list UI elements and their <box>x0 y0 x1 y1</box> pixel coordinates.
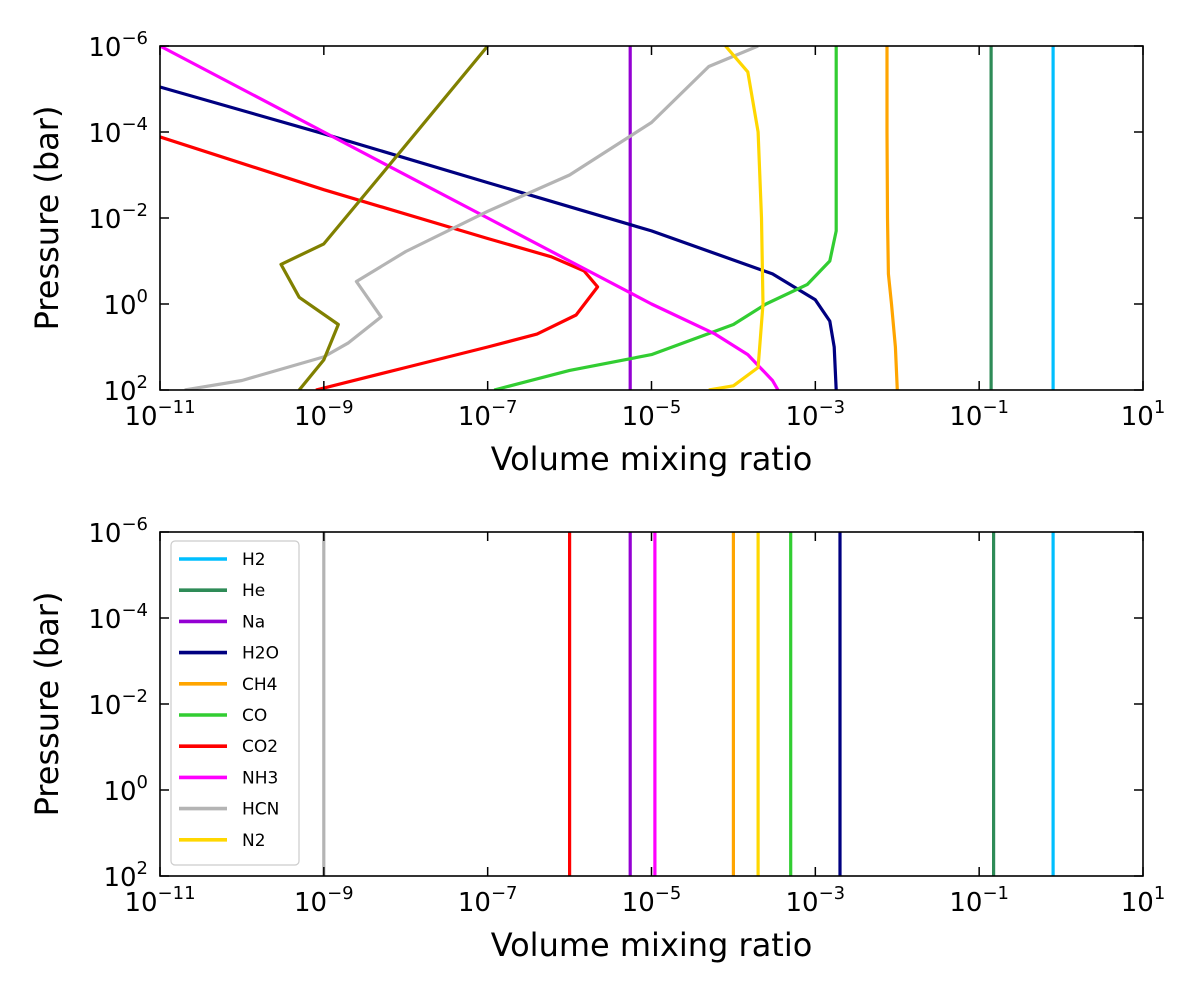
y-tick-label: 100 <box>103 286 148 321</box>
x-tick-label: 10−11 <box>124 883 195 918</box>
x-tick-label: 10−9 <box>294 397 354 432</box>
series-line-n2 <box>708 46 765 390</box>
x-tick-label: 10−3 <box>786 883 846 918</box>
y-tick-label: 102 <box>103 372 148 407</box>
legend-label-h2: H2 <box>242 550 266 570</box>
axes-frame <box>159 531 1144 877</box>
series-line-unlabeled <box>279 46 489 390</box>
legend-label-hcn: HCN <box>242 800 279 820</box>
legend-label-ch4: CH4 <box>242 675 277 695</box>
series-line-ch4 <box>885 46 899 390</box>
legend-label-h2o: H2O <box>242 644 279 664</box>
y-axis-label: Pressure (bar) <box>28 592 66 817</box>
x-tick-label: 10−7 <box>458 883 518 918</box>
x-tick-label: 10−5 <box>622 883 682 918</box>
legend-label-n2: N2 <box>242 831 266 851</box>
legend-label-nh3: NH3 <box>242 768 278 788</box>
series-line-co <box>493 46 838 390</box>
x-tick-label: 10−1 <box>949 883 1009 918</box>
series-line-nh3 <box>160 46 780 390</box>
y-tick-label: 10−6 <box>88 514 148 549</box>
y-tick-label: 10−2 <box>88 686 148 721</box>
legend: H2 He Na H2O CH4 CO CO2 NH3 HCN N2 <box>170 540 300 866</box>
y-tick-label: 10−4 <box>88 114 148 149</box>
y-tick-label: 100 <box>103 772 148 807</box>
x-axis-label: Volume mixing ratio <box>491 440 813 478</box>
legend-label-na: Na <box>242 612 265 632</box>
series-line-hcn <box>184 46 759 390</box>
axes-frame <box>159 45 1144 391</box>
x-tick-label: 10−1 <box>949 397 1009 432</box>
y-axis-label: Pressure (bar) <box>28 106 66 331</box>
x-tick-label: 10−5 <box>622 397 682 432</box>
x-tick-label: 10−11 <box>124 397 195 432</box>
series-line-h2o <box>160 85 838 390</box>
y-tick-label: 10−4 <box>88 600 148 635</box>
bottom-panel: 10−11 10−9 10−7 10−5 10−3 10−1 101 10−6 10−4 10−2… <box>28 514 1165 964</box>
series-line-co2 <box>160 135 600 390</box>
top-panel: 10−11 10−9 10−7 10−5 10−3 10−1 101 10−6 10−4 10−2… <box>28 28 1165 478</box>
plot-area <box>322 532 1055 876</box>
x-tick-label: 10−3 <box>786 397 846 432</box>
legend-label-he: He <box>242 581 265 601</box>
x-axis-label: Volume mixing ratio <box>491 926 813 964</box>
x-tick-label: 101 <box>1121 883 1166 918</box>
x-tick-label: 101 <box>1121 397 1166 432</box>
legend-label-co2: CO2 <box>242 737 278 757</box>
plot-area <box>160 46 1055 390</box>
y-tick-label: 102 <box>103 858 148 893</box>
y-tick-label: 10−6 <box>88 28 148 63</box>
legend-label-co: CO <box>242 706 267 726</box>
x-tick-label: 10−7 <box>458 397 518 432</box>
y-tick-label: 10−2 <box>88 200 148 235</box>
x-tick-label: 10−9 <box>294 883 354 918</box>
